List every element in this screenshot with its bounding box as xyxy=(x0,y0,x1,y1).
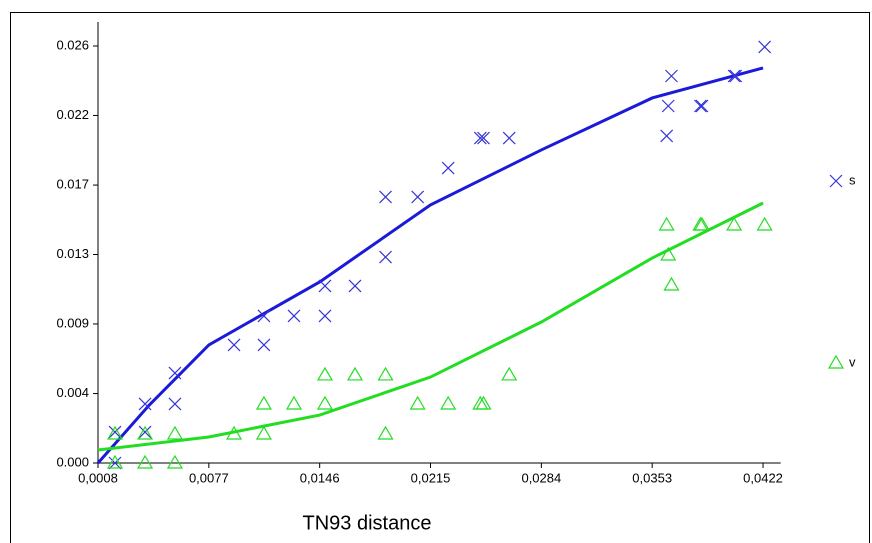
x-axis-title: TN93 distance xyxy=(303,512,432,534)
point xyxy=(695,99,709,113)
point xyxy=(285,395,303,410)
point xyxy=(138,397,152,411)
y-tick-label: 0.017 xyxy=(56,176,89,191)
point xyxy=(665,69,678,83)
point xyxy=(106,454,124,469)
point xyxy=(660,246,677,261)
point xyxy=(166,454,183,469)
point xyxy=(693,216,711,231)
legend-marker xyxy=(829,174,843,188)
point xyxy=(411,190,425,204)
x-tick-label: 0,0353 xyxy=(632,470,672,485)
point xyxy=(477,131,490,145)
point xyxy=(502,131,516,145)
point xyxy=(756,216,773,231)
point xyxy=(255,395,272,410)
point xyxy=(379,250,392,264)
point xyxy=(377,425,394,440)
point xyxy=(227,338,241,352)
y-tick-label: 0.026 xyxy=(56,37,89,52)
point xyxy=(346,366,364,381)
point xyxy=(663,276,680,291)
point xyxy=(379,190,392,204)
point xyxy=(316,366,334,381)
x-tick-label: 0,0422 xyxy=(743,470,783,485)
y-tick-label: 0.004 xyxy=(56,385,89,400)
point xyxy=(501,366,518,381)
fit-curve xyxy=(96,66,764,464)
point xyxy=(348,279,362,293)
point xyxy=(727,69,741,83)
point xyxy=(257,338,271,352)
frame xyxy=(10,12,870,543)
point xyxy=(693,99,707,113)
x-tick-label: 0,0008 xyxy=(78,470,118,485)
legend-marker xyxy=(827,354,845,369)
point xyxy=(758,40,772,54)
point xyxy=(726,216,743,231)
point xyxy=(226,425,243,440)
point xyxy=(108,456,122,470)
y-tick-label: 0.013 xyxy=(56,246,89,261)
point xyxy=(318,279,332,293)
point xyxy=(106,425,124,440)
y-tick-label: 0.000 xyxy=(56,454,89,469)
legend-label: v xyxy=(849,354,856,369)
x-tick-label: 0,0146 xyxy=(300,470,340,485)
point xyxy=(287,309,301,323)
point xyxy=(661,99,675,113)
point xyxy=(138,425,152,439)
point xyxy=(475,395,492,410)
point xyxy=(168,397,182,411)
point xyxy=(658,216,675,231)
point xyxy=(318,309,332,323)
point xyxy=(441,161,455,175)
point xyxy=(409,395,426,410)
point xyxy=(137,454,154,469)
point xyxy=(660,129,674,143)
point xyxy=(108,425,122,439)
fit-curve xyxy=(97,201,764,452)
point xyxy=(729,69,743,83)
legend-label: s xyxy=(849,172,856,187)
point xyxy=(255,425,272,440)
point xyxy=(473,131,487,145)
y-tick-label: 0.009 xyxy=(56,315,89,330)
point xyxy=(168,366,182,380)
point xyxy=(137,425,154,440)
point xyxy=(257,309,271,323)
point xyxy=(377,366,394,381)
point xyxy=(316,395,334,410)
point xyxy=(166,425,183,440)
point xyxy=(440,395,457,410)
x-tick-label: 0,0284 xyxy=(521,470,561,485)
y-tick-label: 0.022 xyxy=(56,107,89,122)
x-tick-label: 0,0077 xyxy=(189,470,229,485)
x-tick-label: 0,0215 xyxy=(411,470,451,485)
